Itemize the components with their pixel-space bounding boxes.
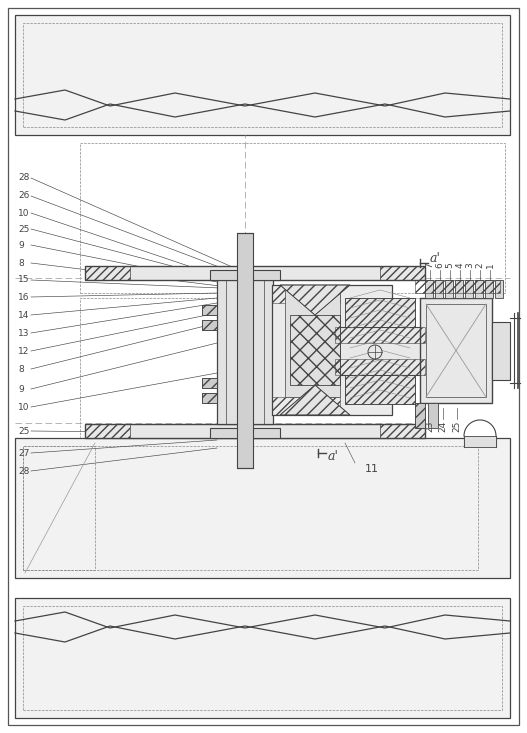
Bar: [80, 298, 420, 448]
Bar: [445, 280, 453, 298]
Text: 26: 26: [18, 191, 30, 201]
Bar: [217, 280, 273, 424]
Bar: [23, 446, 478, 570]
Bar: [15, 598, 510, 718]
Text: 28: 28: [18, 466, 30, 476]
Polygon shape: [345, 298, 415, 327]
Polygon shape: [345, 375, 415, 404]
Text: 12: 12: [18, 347, 30, 356]
Text: 14: 14: [18, 311, 30, 320]
Bar: [428, 403, 438, 428]
Text: 9: 9: [18, 240, 24, 249]
Bar: [335, 327, 425, 375]
Text: 6: 6: [435, 262, 444, 268]
Text: 4: 4: [455, 262, 464, 268]
Bar: [475, 280, 483, 298]
Text: 8: 8: [18, 259, 24, 268]
Bar: [202, 320, 217, 330]
Bar: [23, 23, 502, 127]
Text: 24: 24: [438, 421, 447, 432]
Polygon shape: [280, 285, 350, 315]
Bar: [210, 270, 280, 280]
Bar: [85, 424, 425, 438]
Bar: [202, 378, 217, 388]
Bar: [202, 320, 217, 330]
Bar: [465, 280, 473, 298]
Polygon shape: [280, 385, 350, 415]
Bar: [15, 15, 510, 135]
Text: 25: 25: [18, 427, 30, 435]
Bar: [23, 606, 502, 710]
Bar: [80, 143, 505, 293]
Text: 2: 2: [475, 262, 484, 268]
Circle shape: [368, 345, 382, 359]
Text: 27: 27: [18, 449, 30, 457]
Text: 5: 5: [445, 262, 454, 268]
Text: 10: 10: [18, 402, 30, 411]
Bar: [15, 438, 510, 578]
Bar: [464, 436, 496, 447]
Bar: [202, 378, 217, 388]
Text: 9: 9: [18, 385, 24, 394]
Bar: [485, 280, 493, 298]
Bar: [202, 305, 217, 315]
Bar: [492, 322, 510, 380]
Text: 28: 28: [18, 174, 30, 183]
Text: 15: 15: [18, 276, 30, 284]
Bar: [210, 428, 280, 438]
Text: 25: 25: [18, 224, 30, 234]
Text: 8: 8: [18, 364, 24, 374]
Text: 23: 23: [425, 421, 434, 432]
Bar: [420, 298, 492, 403]
Text: 13: 13: [18, 328, 30, 337]
Bar: [202, 393, 217, 403]
Text: 3: 3: [465, 262, 474, 268]
Bar: [237, 233, 253, 468]
Bar: [272, 285, 392, 415]
Text: 7: 7: [425, 262, 434, 268]
Bar: [85, 266, 425, 280]
Bar: [415, 403, 425, 428]
Bar: [415, 403, 425, 428]
Bar: [425, 280, 433, 298]
Bar: [426, 304, 486, 397]
Text: a': a': [328, 451, 339, 463]
Bar: [202, 305, 217, 315]
Text: a': a': [430, 252, 441, 265]
Text: 16: 16: [18, 292, 30, 301]
Text: 11: 11: [365, 464, 379, 474]
Text: 10: 10: [18, 208, 30, 218]
Bar: [495, 280, 503, 298]
Bar: [202, 393, 217, 403]
Text: 1: 1: [485, 262, 494, 268]
Bar: [285, 285, 340, 397]
Bar: [435, 280, 443, 298]
Text: 25: 25: [453, 421, 462, 432]
Bar: [23, 446, 95, 570]
Bar: [290, 315, 340, 385]
Bar: [455, 280, 463, 298]
